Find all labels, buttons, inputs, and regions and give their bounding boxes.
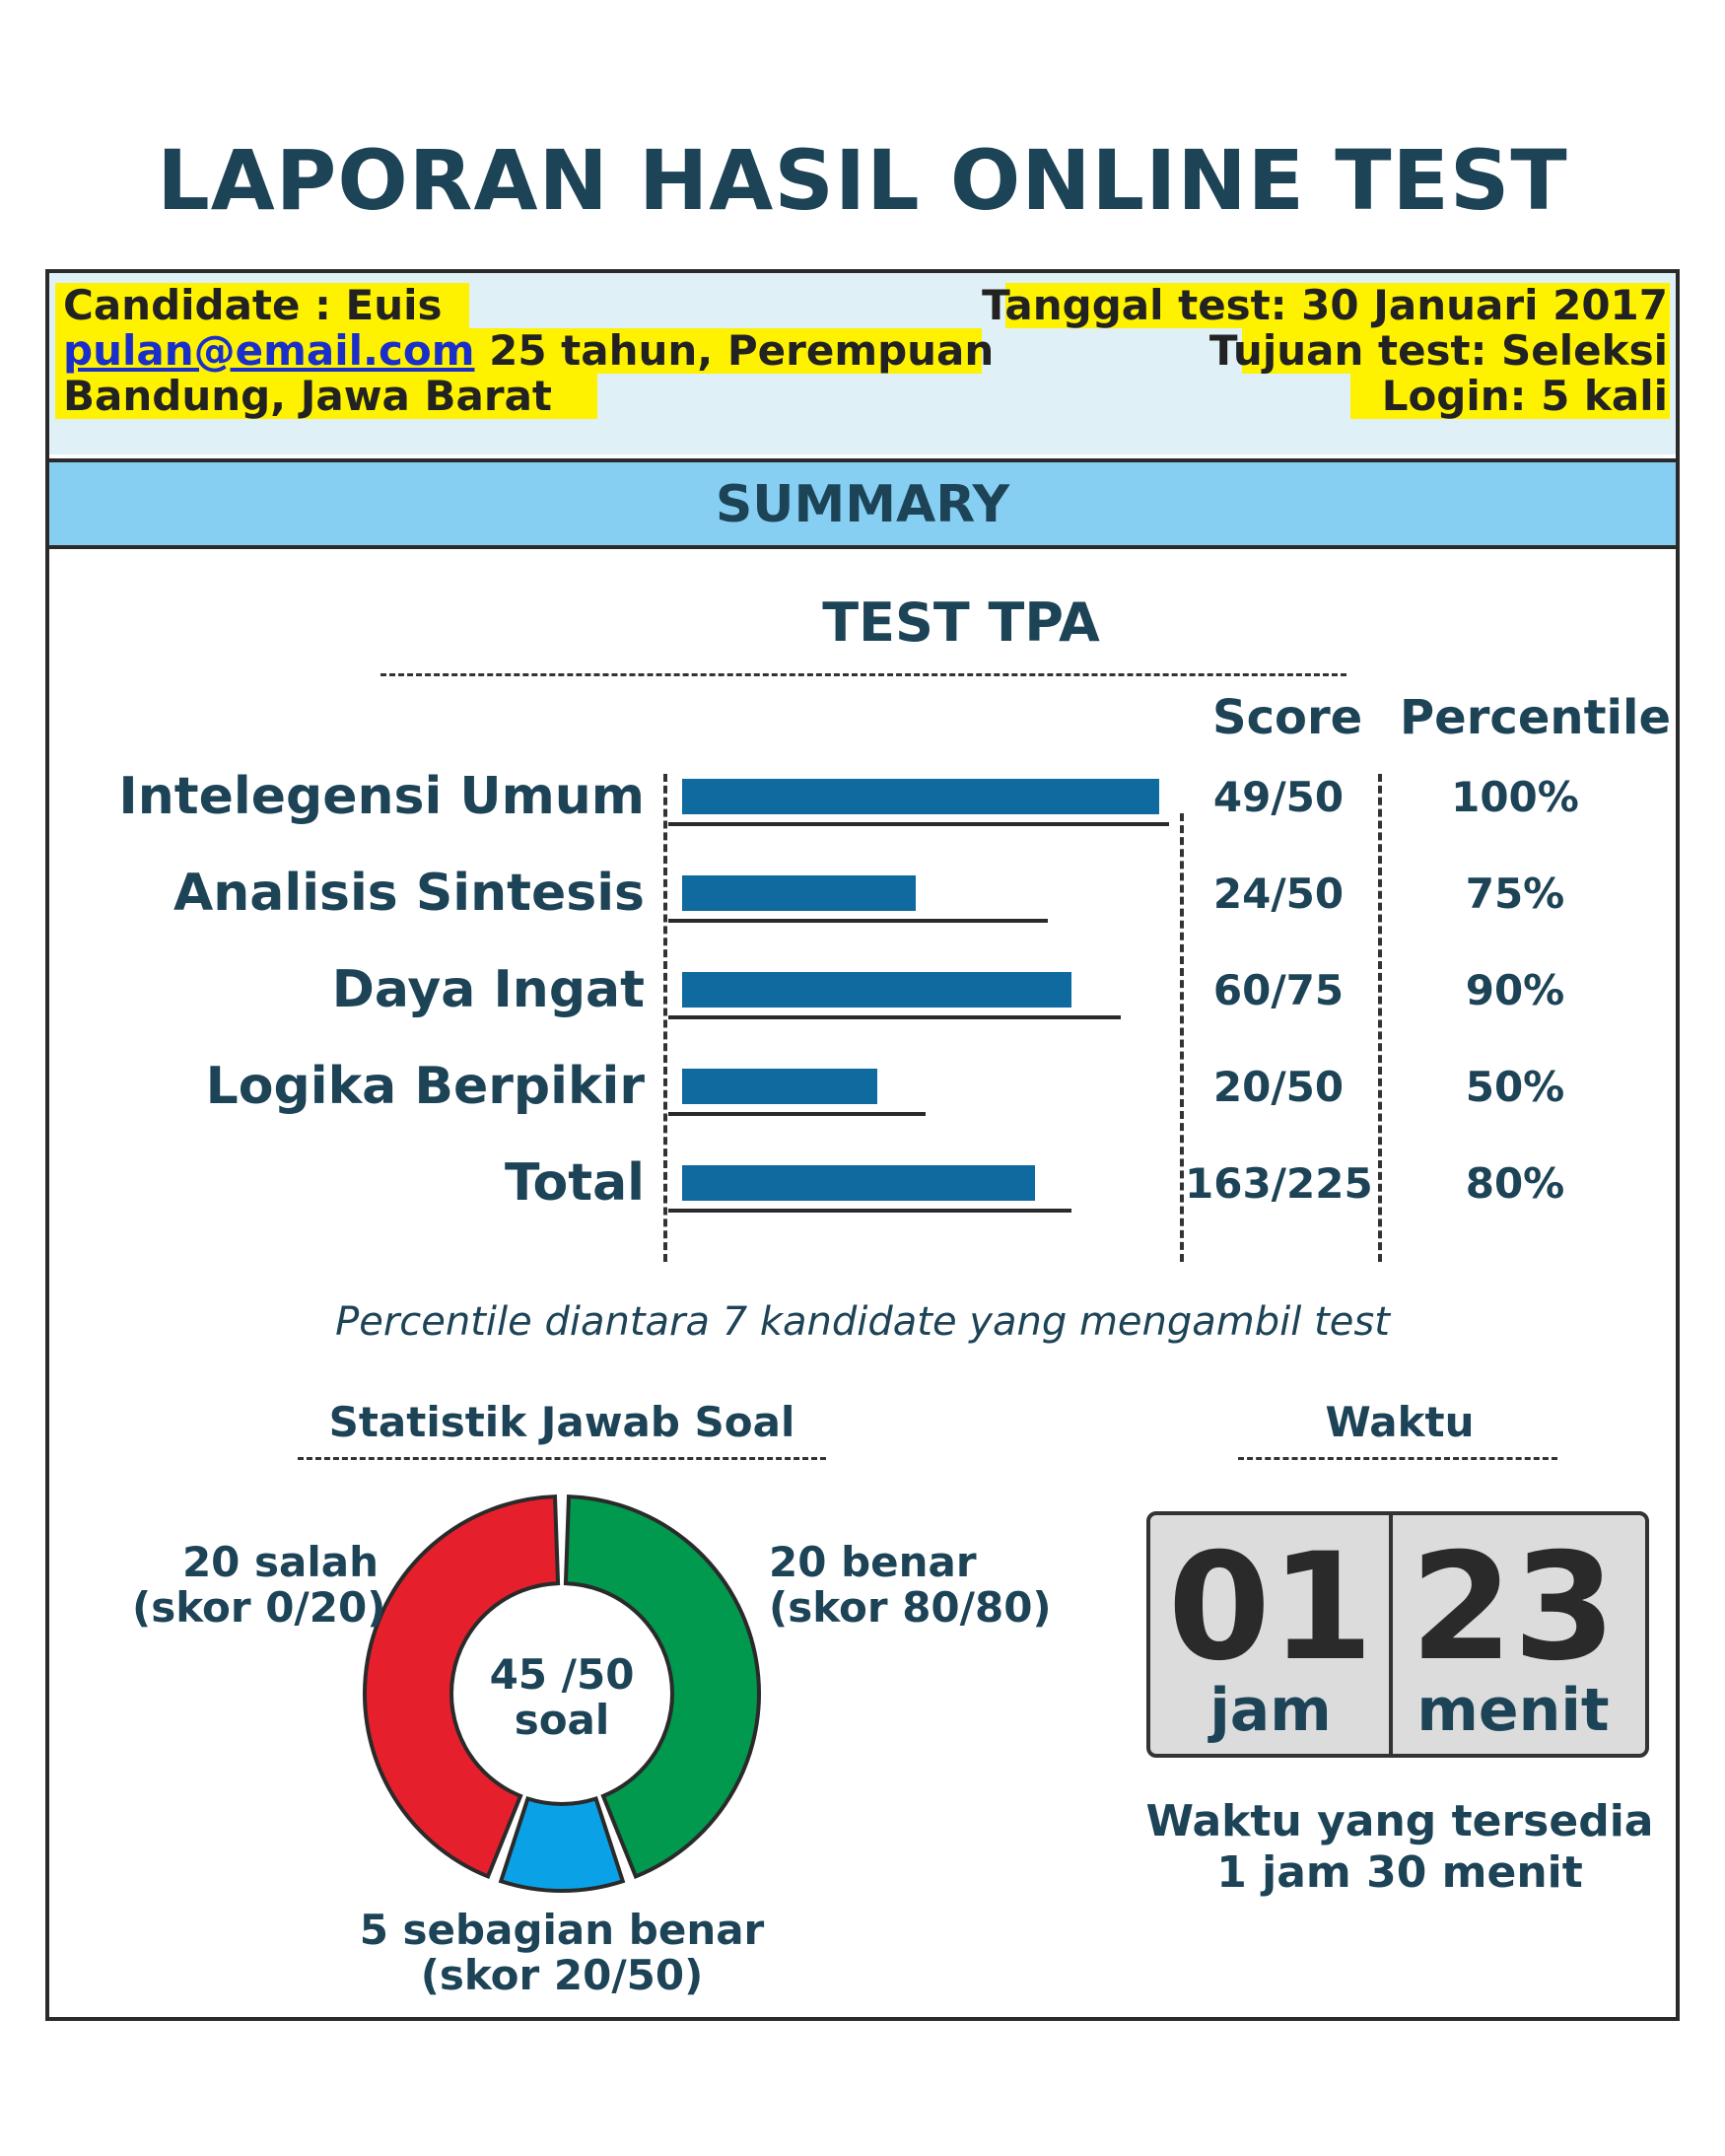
donut-slice — [363, 1495, 561, 1880]
highlight — [1350, 374, 1670, 419]
category-label: Intelegensi Umum — [118, 767, 645, 826]
donut-center-label: 45 /50 soal — [453, 1652, 670, 1743]
percentile-value: 80% — [1465, 1159, 1565, 1208]
percentile-header: Percentile — [1400, 690, 1671, 745]
percentile-line — [668, 1112, 926, 1116]
timer-minutes-unit: menit — [1416, 1676, 1610, 1745]
available-time: Waktu yang tersedia 1 jam 30 menit — [1124, 1796, 1676, 1899]
age-gender: 25 tahun, Perempuan — [474, 326, 995, 375]
highlight — [55, 374, 597, 419]
score-value: 24/50 — [1212, 869, 1345, 918]
label-salah: 20 salah (skor 0/20) — [132, 1538, 386, 1632]
category-label: Total — [504, 1153, 645, 1213]
score-bar — [682, 875, 916, 911]
test-purpose: Tujuan test: Seleksi — [1208, 326, 1668, 375]
available-time-label: Waktu yang tersedia — [1145, 1796, 1654, 1846]
timer-panel — [1146, 1511, 1649, 1758]
label-benar-score: (skor 80/80) — [769, 1583, 1052, 1632]
timer-hours-unit: jam — [1209, 1676, 1332, 1745]
highlight — [1242, 328, 1670, 374]
score-value: 60/75 — [1212, 966, 1345, 1014]
score-value: 20/50 — [1212, 1063, 1345, 1111]
score-value: 163/225 — [1185, 1159, 1373, 1208]
score-header: Score — [1212, 690, 1363, 745]
label-sebagian: 5 sebagian benar (skor 20/50) — [315, 1908, 808, 1998]
label-salah-score: (skor 0/20) — [132, 1583, 386, 1632]
category-label: Daya Ingat — [331, 960, 645, 1019]
highlight — [55, 328, 982, 374]
score-divider — [1378, 774, 1382, 1262]
report-title: LAPORAN HASIL ONLINE TEST — [157, 132, 1568, 229]
waktu-heading: Waktu — [1325, 1398, 1475, 1446]
percentile-value: 90% — [1465, 966, 1565, 1014]
candidate-location: Bandung, Jawa Barat — [63, 372, 552, 420]
chart-axis-left — [663, 774, 667, 1262]
statistik-heading: Statistik Jawab Soal — [328, 1398, 795, 1446]
label-benar: 20 benar (skor 80/80) — [769, 1540, 1052, 1631]
summary-heading: SUMMARY — [49, 458, 1676, 549]
category-label: Analisis Sintesis — [173, 864, 645, 923]
highlight — [55, 283, 469, 328]
test-date: Tanggal test: 30 Januari 2017 — [982, 281, 1668, 329]
chart-axis-right — [1180, 813, 1184, 1262]
candidate-info: Candidate : Euis pulan@email.com 25 tahu… — [49, 273, 1676, 454]
percentile-value: 75% — [1465, 869, 1565, 918]
login-count: Login: 5 kali — [1381, 372, 1668, 420]
category-label: Logika Berpikir — [205, 1057, 645, 1116]
timer-hours: 01 — [1167, 1522, 1374, 1694]
percentile-value: 50% — [1465, 1063, 1565, 1111]
label-sebagian-count: 5 sebagian benar — [359, 1906, 765, 1954]
score-bar — [682, 1069, 877, 1104]
available-time-value: 1 jam 30 menit — [1216, 1847, 1583, 1898]
score-bar — [682, 972, 1071, 1008]
center-count: 45 /50 — [489, 1650, 635, 1699]
email-link[interactable]: pulan@email.com — [63, 326, 475, 375]
statistik-divider — [298, 1457, 826, 1460]
report-frame — [45, 269, 1680, 2021]
candidate-contact: pulan@email.com 25 tahun, Perempuan — [63, 328, 994, 374]
percentile-note: Percentile diantara 7 kandidate yang men… — [335, 1299, 1390, 1345]
percentile-line — [668, 1015, 1121, 1019]
highlight — [1005, 283, 1670, 328]
timer-minutes: 23 — [1410, 1522, 1617, 1694]
donut-slice — [498, 1796, 626, 1893]
candidate-name: Candidate : Euis — [63, 281, 443, 329]
score-bar — [682, 779, 1159, 814]
center-unit: soal — [514, 1696, 610, 1744]
percentile-line — [668, 1209, 1071, 1213]
donut-slice — [563, 1495, 761, 1880]
donut-chart — [363, 1495, 761, 1893]
waktu-divider — [1238, 1457, 1557, 1460]
label-salah-count: 20 salah — [181, 1538, 379, 1586]
percentile-line — [668, 822, 1169, 826]
tpa-title: TEST TPA — [822, 591, 1100, 654]
label-sebagian-score: (skor 20/50) — [420, 1951, 704, 1999]
timer-divider — [1389, 1511, 1393, 1758]
percentile-value: 100% — [1451, 773, 1579, 821]
tpa-divider — [380, 673, 1346, 676]
score-bar — [682, 1165, 1035, 1201]
label-benar-count: 20 benar — [769, 1538, 977, 1586]
percentile-line — [668, 919, 1048, 923]
score-value: 49/50 — [1212, 773, 1345, 821]
